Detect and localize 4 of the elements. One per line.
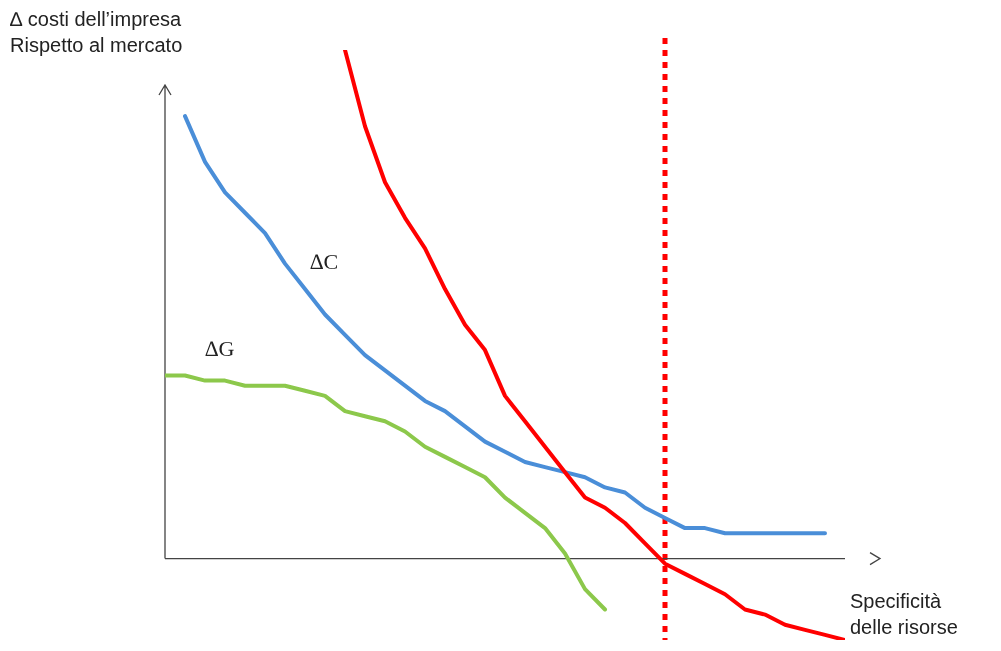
series-label: ∆C [310,249,339,275]
series-label: ∆G [205,335,235,361]
y-axis-title: ∆ costi dell’impresa Rispetto al mercato [10,8,183,56]
x-axis-title: Specificità delle risorse [850,590,958,638]
